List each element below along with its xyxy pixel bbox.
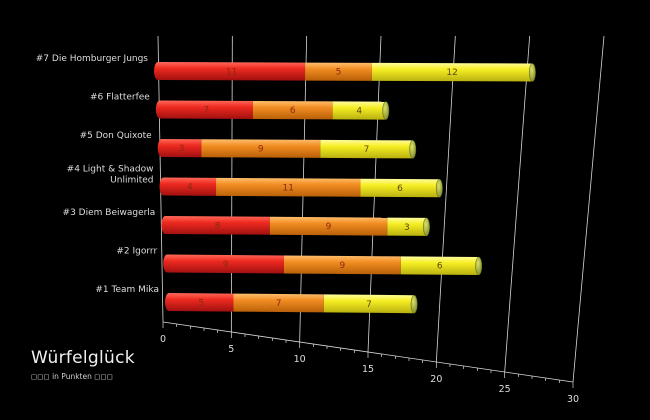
bar-start-cap [161,216,170,234]
x-tick-label: 20 [430,374,442,385]
bar-segment [332,101,386,120]
data-label: 11 [283,183,294,193]
data-label: 8 [215,221,221,231]
bar-start-cap [154,62,162,80]
bar-segment [360,178,440,198]
bar-end-cap [410,294,418,314]
x-tick-label: 10 [294,354,306,365]
category-label: #6 Flatterfee [90,93,150,103]
gridline [504,35,531,373]
bar-end-cap [409,140,417,159]
data-label: 4 [356,106,362,116]
bar-start-cap [155,100,164,119]
category-label: #1 Team Mika [95,285,159,295]
data-label: 4 [187,183,193,193]
bar-segment [387,217,427,236]
data-label: 6 [397,184,403,194]
chart-title: Würfelglück [31,348,135,368]
bar-segment [161,139,202,158]
chart-subtitle: ◻◻◻ in Punkten ◻◻◻ [31,372,113,381]
gridline [157,35,164,323]
bar-segment [305,62,372,81]
bar-end-cap [475,256,483,276]
bar-start-cap [165,293,173,311]
bar-start-cap [159,177,168,196]
category-label: #7 Die Homburger Jungs [36,54,149,64]
data-label: 11 [226,67,237,77]
bar-end-cap [423,217,430,237]
gridline [435,35,456,363]
data-label: 7 [276,299,282,309]
bar-segment [169,293,234,312]
bar-end-cap [382,101,390,120]
x-tick-label: 5 [228,344,234,355]
data-label: 5 [336,68,342,78]
bar-segment [167,254,284,274]
bar-segment [158,62,306,81]
bar-end-cap [528,63,536,82]
bar-segment [159,100,253,119]
category-label: #4 Light & Shadow Unlimited [67,165,154,186]
bar-start-cap [157,139,166,157]
data-label: 9 [326,222,332,232]
subtitle-text: in Punkten [52,372,92,381]
data-label: 9 [340,261,346,271]
x-tick-label: 15 [362,364,374,375]
subtitle-prefix: ◻◻◻ [31,372,50,381]
bar-segment [163,177,217,196]
data-label: 6 [290,106,296,116]
bar-segment [371,62,533,82]
subtitle-suffix: ◻◻◻ [94,372,113,381]
bar-segment [320,139,413,159]
gridline [572,35,605,383]
bar-segment [233,293,324,313]
data-label: 9 [223,260,229,270]
bar-segment [283,255,401,275]
category-label: #5 Don Quixote [80,131,153,141]
data-label: 7 [366,300,372,310]
bar-segment [269,216,388,236]
category-label: #2 Igorrr [116,247,157,257]
labels: 0 5 10 15 20 25 30 5 7 7 #1 Team Mika 9 9 6 #2 Igorrr 8… [36,54,579,405]
x-tick-label: 0 [160,334,166,345]
bar-segment [165,216,270,235]
bars [154,62,536,314]
data-label: 3 [179,144,185,154]
bar-segment [252,100,333,120]
data-label: 12 [446,68,457,78]
data-label: 9 [258,145,264,155]
bar-end-cap [435,179,443,198]
data-label: 7 [203,106,209,116]
x-tick-label: 30 [567,394,579,405]
bar-segment [216,177,361,197]
data-label: 3 [404,223,410,233]
bar-segment [323,294,415,314]
data-label: 5 [198,298,204,308]
bar-start-cap [163,254,172,273]
data-label: 7 [364,145,370,155]
x-tick-label: 25 [499,384,511,395]
grid [157,35,605,388]
bar-segment [400,256,479,276]
category-label: #3 Diem Beiwagerla [63,208,156,218]
data-label: 6 [437,262,443,272]
bar-segment [201,139,321,158]
